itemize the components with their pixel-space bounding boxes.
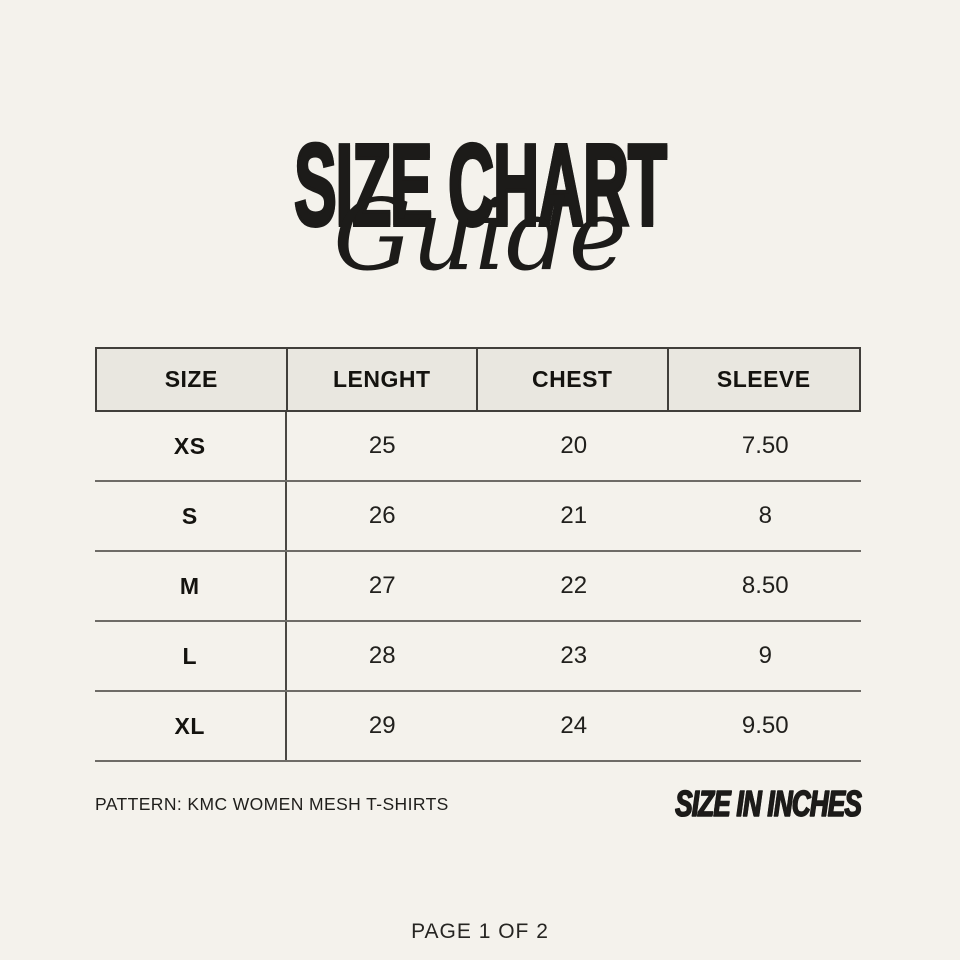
column-header-size: SIZE — [97, 349, 288, 410]
sleeve-value: 9.50 — [741, 712, 789, 739]
size-label: S — [95, 482, 287, 550]
size-label: L — [95, 622, 287, 690]
table-body: XS 25 20 7.50 S 26 21 8 M 27 22 8.50 L 2… — [95, 412, 861, 762]
sleeve-value: 9 — [758, 642, 772, 669]
size-label: M — [95, 552, 287, 620]
table-row-m: M 27 22 8.50 — [95, 552, 861, 622]
units-note: SIZE IN INCHES — [675, 782, 863, 825]
page-title: SIZE CHART — [293, 120, 668, 250]
page-indicator: PAGE 1 OF 2 — [411, 920, 549, 943]
length-value: 28 — [368, 642, 396, 669]
column-header-length: LENGHT — [288, 349, 478, 410]
page-title-script: Guide — [333, 179, 627, 294]
column-header-chest: CHEST — [478, 349, 669, 410]
meta-row: PATTERN: KMC WOMEN MESH T-SHIRTS SIZE IN… — [95, 780, 863, 828]
size-label: XL — [95, 692, 287, 760]
table-row-s: S 26 21 8 — [95, 482, 861, 552]
sleeve-value: 8 — [758, 502, 772, 529]
sleeve-value: 8.50 — [741, 572, 789, 599]
pattern-note: PATTERN: KMC WOMEN MESH T-SHIRTS — [95, 793, 449, 814]
chest-value: 20 — [560, 432, 588, 459]
length-value: 27 — [368, 572, 396, 599]
length-value: 26 — [368, 502, 396, 529]
sleeve-value: 7.50 — [741, 432, 789, 459]
chest-value: 21 — [560, 502, 588, 529]
chest-value: 23 — [560, 642, 588, 669]
size-label: XS — [95, 412, 287, 480]
size-chart-table: SIZE LENGHT CHEST SLEEVE XS 25 20 7.50 S… — [95, 347, 861, 762]
length-value: 29 — [368, 712, 396, 739]
column-header-sleeve: SLEEVE — [716, 366, 811, 392]
length-value: 25 — [368, 432, 396, 459]
table-header-row: SIZE LENGHT CHEST SLEEVE — [95, 347, 861, 412]
title-block: SIZE CHART Guide — [0, 120, 960, 294]
chest-value: 22 — [560, 572, 588, 599]
table-row-xs: XS 25 20 7.50 — [95, 412, 861, 482]
chest-value: 24 — [560, 712, 588, 739]
table-row-xl: XL 29 24 9.50 — [95, 692, 861, 762]
table-row-l: L 28 23 9 — [95, 622, 861, 692]
